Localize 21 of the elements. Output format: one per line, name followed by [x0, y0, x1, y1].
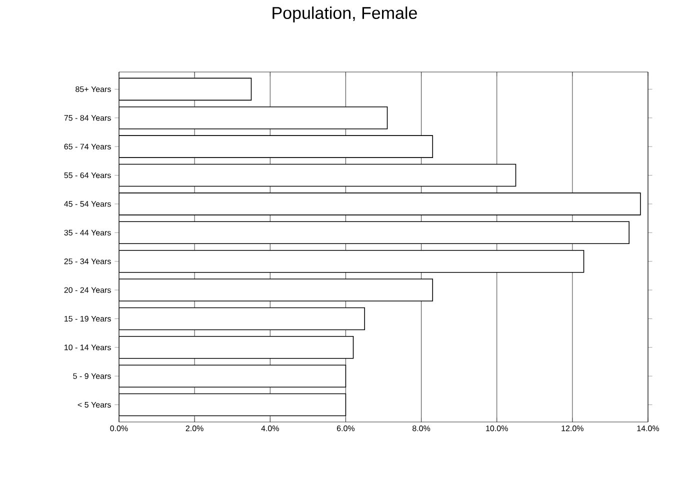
- y-tick-label: 45 - 54 Years: [64, 201, 111, 207]
- y-tick-label: 75 - 84 Years: [64, 115, 111, 121]
- x-tick-label: 10.0%: [486, 426, 508, 432]
- y-tick-label: 55 - 64 Years: [64, 172, 111, 178]
- x-tick-label: 4.0%: [261, 426, 279, 432]
- chart-title: Population, Female: [272, 6, 417, 22]
- y-tick-label: 15 - 19 Years: [64, 316, 111, 322]
- y-tick-label: 25 - 34 Years: [64, 258, 111, 264]
- y-tick-label: 65 - 74 Years: [64, 144, 111, 150]
- y-tick-label: 85+ Years: [76, 86, 111, 92]
- y-tick-label: 5 - 9 Years: [73, 373, 111, 379]
- x-tick-label: 0.0%: [110, 426, 128, 432]
- x-tick-label: 14.0%: [637, 426, 660, 432]
- x-tick-label: 2.0%: [186, 426, 204, 432]
- x-tick-label: 12.0%: [562, 426, 584, 432]
- x-tick-label: 6.0%: [337, 426, 355, 432]
- x-tick-label: 8.0%: [412, 426, 430, 432]
- y-tick-label: < 5 Years: [78, 402, 111, 408]
- y-tick-label: 10 - 14 Years: [64, 344, 111, 350]
- y-tick-label: 35 - 44 Years: [64, 230, 111, 236]
- y-tick-label: 20 - 24 Years: [64, 287, 111, 293]
